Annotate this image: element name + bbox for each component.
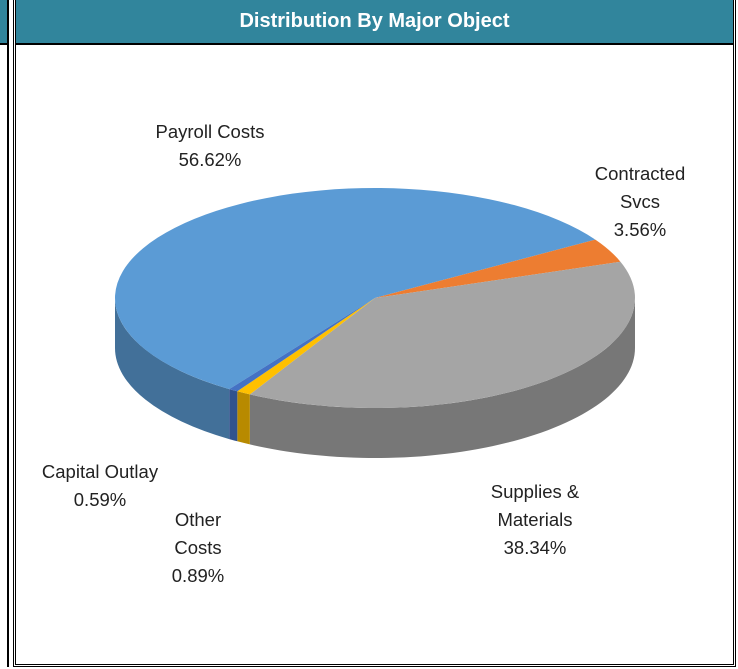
slice-value-label: 3.56% xyxy=(613,219,667,240)
pie-slice xyxy=(249,261,635,408)
chart-title: Distribution By Major Object xyxy=(16,0,733,45)
pie-slice xyxy=(375,239,621,298)
pie-side xyxy=(115,298,230,440)
slice-label: Other Costs xyxy=(174,509,222,558)
slice-value-label: 56.62% xyxy=(178,149,242,170)
pie-side xyxy=(229,389,238,442)
slice-label: Supplies & Materials xyxy=(490,481,580,530)
pie-side xyxy=(237,391,250,445)
pie-slice xyxy=(115,188,596,390)
slice-value-label: 0.89% xyxy=(171,565,225,586)
adjacent-header xyxy=(0,0,7,45)
slice-label: Capital Outlay xyxy=(41,461,159,482)
chart-panel: Distribution By Major Object xyxy=(13,0,736,667)
slice-label: Contracted Svcs xyxy=(594,163,686,212)
slice-value-label: 0.59% xyxy=(73,489,127,510)
adjacent-panel xyxy=(0,0,9,667)
pie-slice xyxy=(237,298,375,395)
pie-side xyxy=(249,298,635,458)
pie-slice xyxy=(229,298,375,392)
slice-value-label: 38.34% xyxy=(503,537,567,558)
slice-label: Payroll Costs xyxy=(155,121,265,142)
